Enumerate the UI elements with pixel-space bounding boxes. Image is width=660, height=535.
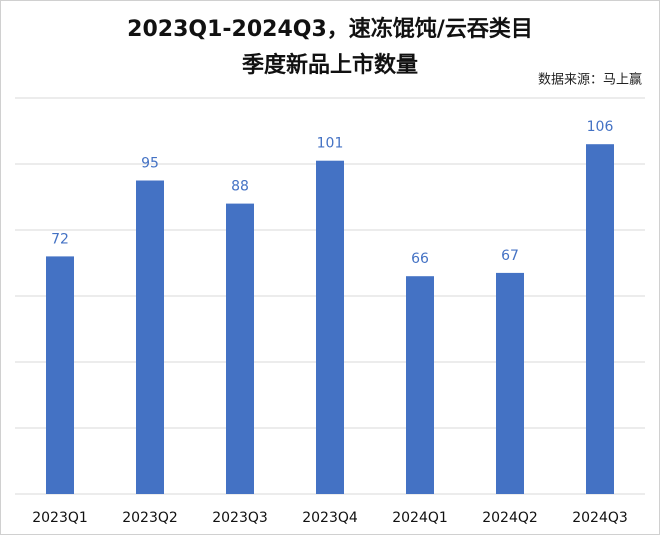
bar bbox=[496, 272, 524, 494]
source-note: 数据来源：马上赢 bbox=[538, 72, 642, 88]
x-tick-label: 2024Q2 bbox=[482, 510, 538, 526]
bar bbox=[316, 160, 344, 494]
data-label: 66 bbox=[411, 251, 429, 267]
bar bbox=[226, 203, 254, 494]
x-tick-label: 2023Q1 bbox=[32, 510, 88, 526]
data-label: 67 bbox=[501, 248, 519, 264]
bar bbox=[136, 180, 164, 494]
x-tick-label: 2024Q1 bbox=[392, 510, 448, 526]
data-label: 95 bbox=[141, 156, 159, 172]
data-label: 101 bbox=[317, 136, 344, 152]
chart-title: 季度新品上市数量 bbox=[242, 52, 418, 78]
x-tick-label: 2023Q4 bbox=[302, 510, 358, 526]
chart-title: 2023Q1-2024Q3，速冻馄饨/云吞类目 bbox=[127, 16, 533, 42]
bar bbox=[46, 256, 74, 494]
data-label: 72 bbox=[51, 231, 69, 247]
data-label: 106 bbox=[587, 119, 614, 135]
bar bbox=[406, 276, 434, 494]
x-tick-label: 2023Q3 bbox=[212, 510, 268, 526]
x-tick-label: 2024Q3 bbox=[572, 510, 628, 526]
bar bbox=[586, 144, 614, 494]
data-label: 88 bbox=[231, 179, 249, 195]
x-tick-label: 2023Q2 bbox=[122, 510, 178, 526]
